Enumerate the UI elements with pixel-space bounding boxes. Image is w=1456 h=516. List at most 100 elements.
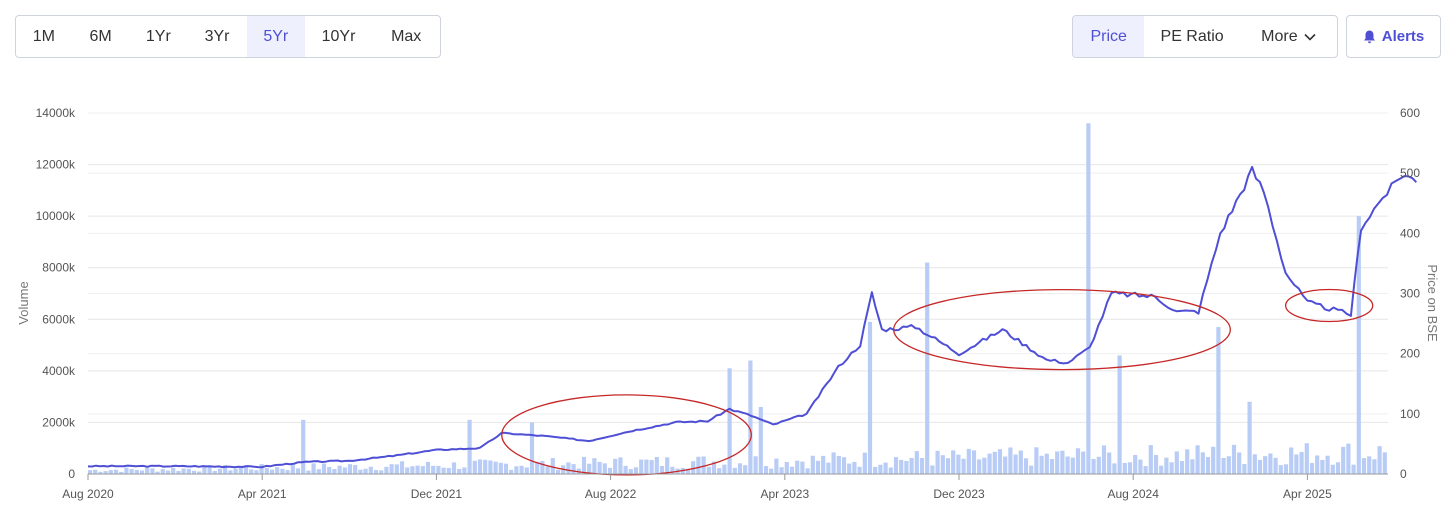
metric-button-pe-ratio[interactable]: PE Ratio — [1144, 16, 1239, 57]
volume-bar — [514, 466, 519, 474]
metric-button-more[interactable]: More — [1240, 16, 1337, 57]
volume-bar — [1049, 458, 1055, 474]
volume-bar — [1008, 447, 1013, 474]
volume-bar — [119, 471, 124, 474]
volume-bar — [295, 468, 301, 474]
volume-bar — [290, 465, 295, 474]
volume-bar — [795, 460, 800, 474]
volume-bar — [1211, 446, 1216, 474]
volume-bar — [618, 457, 623, 474]
volume-bar — [753, 456, 758, 474]
volume-bar — [321, 463, 327, 474]
volume-bar — [337, 465, 342, 474]
volume-bar — [1044, 453, 1049, 474]
range-button-1m[interactable]: 1M — [32, 28, 55, 45]
range-button-10yr[interactable]: 10Yr — [321, 28, 356, 45]
volume-bar — [727, 368, 732, 474]
volume-bar — [249, 469, 254, 474]
volume-bar — [706, 466, 711, 474]
volume-bar — [1190, 459, 1195, 474]
range-button-1yr[interactable]: 1Yr — [145, 28, 171, 45]
volume-bar — [1356, 216, 1361, 474]
volume-bar — [327, 467, 332, 474]
y-left-tick-label: 14000k — [36, 106, 76, 120]
volume-bar — [1086, 123, 1091, 475]
volume-bar — [852, 461, 857, 474]
volume-bar — [1247, 401, 1252, 474]
volume-bar — [789, 466, 795, 474]
volume-bar — [280, 468, 285, 474]
range-button-6m[interactable]: 6M — [89, 28, 112, 45]
volume-bar — [399, 461, 405, 474]
volume-bar — [134, 469, 139, 474]
volume-bar — [124, 467, 129, 474]
volume-bar — [997, 449, 1003, 474]
volume-bar — [701, 456, 706, 474]
volume-bar — [165, 470, 171, 474]
metric-button-price[interactable]: Price — [1073, 16, 1145, 57]
volume-bar — [1195, 445, 1200, 474]
volume-bar — [836, 455, 841, 474]
volume-bar — [1075, 448, 1081, 474]
volume-bar — [1023, 458, 1029, 474]
volume-bar — [1242, 463, 1247, 474]
volume-bar — [977, 459, 982, 474]
volume-bar — [176, 470, 181, 474]
volume-bar — [883, 462, 888, 474]
volume-bar — [1122, 462, 1127, 474]
volume-bar — [1351, 464, 1356, 474]
volume-bar — [316, 469, 321, 474]
volume-bar — [930, 465, 935, 474]
volume-bar — [945, 458, 951, 474]
volume-bar — [1257, 459, 1263, 474]
volume-bar — [498, 462, 503, 474]
chevron-down-icon — [1304, 33, 1316, 41]
y-left-tick-label: 0 — [68, 467, 75, 481]
volume-bar — [711, 461, 717, 474]
volume-bar — [1138, 459, 1143, 474]
volume-bar — [87, 470, 93, 474]
volume-bar — [649, 460, 654, 474]
volume-bar — [691, 461, 696, 474]
volume-bar — [1294, 454, 1299, 474]
volume-bar — [1221, 458, 1226, 474]
volume-bar — [940, 455, 945, 474]
volume-bar — [628, 469, 633, 474]
volume-bar — [935, 450, 940, 474]
y-left-axis-title: Volume — [16, 281, 31, 324]
volume-bar — [659, 466, 665, 474]
metric-label: More — [1261, 28, 1298, 45]
volume-bar — [384, 466, 389, 474]
volume-bar — [457, 468, 462, 474]
volume-bar — [228, 470, 233, 474]
range-button-3yr[interactable]: 3Yr — [204, 28, 230, 45]
volume-bar — [961, 458, 966, 474]
alerts-button[interactable]: Alerts — [1346, 15, 1441, 58]
annotation-ellipse — [501, 394, 752, 476]
volume-bar — [919, 458, 925, 474]
volume-bar — [1309, 463, 1315, 474]
volume-bar — [826, 462, 831, 474]
range-button-5yr[interactable]: 5Yr — [246, 16, 305, 57]
volume-bar — [717, 468, 722, 474]
volume-bar — [358, 469, 363, 474]
volume-bar — [197, 471, 202, 474]
volume-bar — [243, 466, 249, 474]
volume-bar — [1112, 463, 1117, 474]
volume-bar — [1060, 450, 1065, 474]
range-button-max[interactable]: Max — [391, 28, 422, 45]
volume-bar — [893, 457, 899, 474]
volume-bar — [139, 470, 145, 474]
metric-label: Price — [1090, 28, 1127, 45]
volume-bar — [103, 471, 108, 474]
volume-bar — [1179, 461, 1185, 474]
volume-bar — [108, 470, 113, 474]
volume-bar — [1377, 446, 1382, 474]
volume-bar — [670, 466, 675, 474]
volume-bar — [914, 451, 919, 474]
volume-bar — [254, 470, 259, 474]
volume-bar — [186, 468, 191, 474]
x-tick-label: Aug 2022 — [585, 487, 637, 501]
x-tick-label: Dec 2023 — [933, 487, 985, 501]
volume-bar — [815, 460, 821, 474]
